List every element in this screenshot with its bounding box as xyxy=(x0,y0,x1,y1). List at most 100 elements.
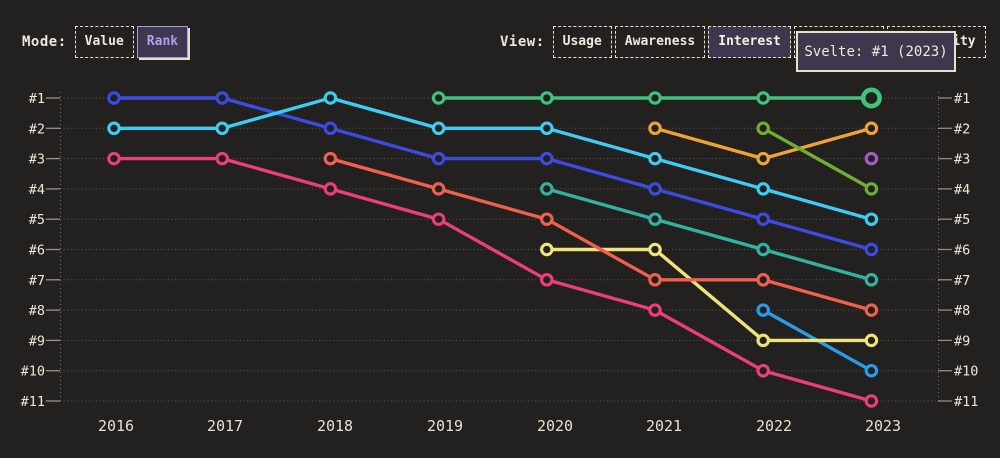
data-point-purple[interactable] xyxy=(864,151,879,166)
data-point-blue[interactable] xyxy=(648,182,662,196)
data-point-yellow[interactable] xyxy=(756,333,770,348)
data-point-pink[interactable] xyxy=(215,151,229,166)
mode-option-value[interactable]: Value xyxy=(74,26,134,58)
data-point-blue[interactable] xyxy=(540,151,554,166)
series-line-pink xyxy=(114,156,872,403)
data-point-svelte-green[interactable] xyxy=(756,91,770,105)
data-point-sky-blue[interactable] xyxy=(864,363,879,378)
data-point-cyan[interactable] xyxy=(323,91,338,105)
data-point-lime[interactable] xyxy=(756,121,770,136)
data-point-blue[interactable] xyxy=(756,212,770,226)
data-point-yellow[interactable] xyxy=(864,333,879,348)
view-option-interest[interactable]: Interest xyxy=(708,26,791,58)
data-point-orange[interactable] xyxy=(864,121,879,136)
x-tick-label: 2021 xyxy=(646,417,682,435)
x-tick-label: 2016 xyxy=(98,417,134,435)
rank-label-right: #5 xyxy=(954,212,970,228)
series-line-cyan xyxy=(114,96,872,221)
data-point-red[interactable] xyxy=(431,182,446,196)
data-point-orange[interactable] xyxy=(756,151,770,166)
data-point-teal[interactable] xyxy=(540,182,554,196)
data-point-pink[interactable] xyxy=(540,273,554,287)
chart-tooltip-text: Svelte: #1 (2023) xyxy=(804,43,948,60)
rank-label-right: #6 xyxy=(954,243,970,259)
rank-label-left: #5 xyxy=(29,212,45,228)
x-tick-label: 2023 xyxy=(865,417,901,435)
data-point-cyan[interactable] xyxy=(864,212,879,226)
x-tick-label: 2017 xyxy=(207,417,243,435)
data-point-pink[interactable] xyxy=(648,303,662,317)
rank-label-left: #8 xyxy=(29,303,45,319)
x-tick-label: 2019 xyxy=(427,417,463,435)
rank-label-left: #4 xyxy=(29,182,45,198)
data-point-svelte-green[interactable] xyxy=(540,91,554,105)
data-point-orange[interactable] xyxy=(648,121,662,136)
rank-label-left: #3 xyxy=(29,152,45,168)
data-point-teal[interactable] xyxy=(864,273,879,287)
rank-label-right: #1 xyxy=(954,91,970,107)
data-point-red[interactable] xyxy=(864,303,879,317)
data-point-lime[interactable] xyxy=(864,182,879,196)
series-line-lime xyxy=(762,126,873,191)
chart-tooltip: Svelte: #1 (2023) xyxy=(796,31,956,72)
data-point-blue[interactable] xyxy=(864,242,879,257)
data-point-blue[interactable] xyxy=(215,91,229,105)
data-point-red[interactable] xyxy=(648,273,662,287)
data-point-sky-blue[interactable] xyxy=(756,303,770,317)
mode-button-group: Value Rank xyxy=(74,26,189,58)
data-point-cyan[interactable] xyxy=(648,151,662,166)
view-option-usage[interactable]: Usage xyxy=(552,26,612,58)
data-point-red[interactable] xyxy=(540,212,554,226)
x-tick-label: 2020 xyxy=(537,417,573,435)
data-point-blue[interactable] xyxy=(323,121,338,136)
data-point-red[interactable] xyxy=(323,151,338,166)
data-point-cyan[interactable] xyxy=(107,121,121,136)
data-point-cyan[interactable] xyxy=(540,121,554,136)
rank-label-right: #3 xyxy=(954,152,970,168)
x-tick-label: 2022 xyxy=(756,417,792,435)
data-point-cyan[interactable] xyxy=(756,182,770,196)
rank-label-left: #9 xyxy=(29,333,45,349)
data-point-pink[interactable] xyxy=(323,182,338,196)
mode-toolbar: Mode: Value Rank xyxy=(22,26,189,58)
rank-label-left: #11 xyxy=(21,394,45,410)
data-point-teal[interactable] xyxy=(648,212,662,226)
data-point-svelte-green[interactable] xyxy=(648,91,662,105)
data-point-cyan[interactable] xyxy=(215,121,229,136)
data-point-cyan[interactable] xyxy=(431,121,446,136)
series-line-red xyxy=(329,156,872,312)
rank-label-left: #10 xyxy=(21,364,45,380)
rank-label-right: #10 xyxy=(954,364,978,380)
rank-label-right: #4 xyxy=(954,182,970,198)
rank-label-left: #2 xyxy=(29,121,45,137)
mode-option-rank[interactable]: Rank xyxy=(136,26,189,58)
data-point-pink[interactable] xyxy=(756,363,770,378)
data-point-pink[interactable] xyxy=(864,394,879,408)
x-tick-label: 2018 xyxy=(317,417,353,435)
rank-label-right: #2 xyxy=(954,121,970,137)
data-point-svelte-green[interactable] xyxy=(860,87,882,109)
data-point-blue[interactable] xyxy=(431,151,446,166)
data-point-yellow[interactable] xyxy=(648,242,662,257)
rank-label-left: #1 xyxy=(29,91,45,107)
data-point-pink[interactable] xyxy=(107,151,121,166)
data-point-red[interactable] xyxy=(756,273,770,287)
series-line-blue xyxy=(114,96,872,252)
view-option-awareness[interactable]: Awareness xyxy=(614,26,706,58)
data-point-teal[interactable] xyxy=(756,242,770,257)
data-point-yellow[interactable] xyxy=(540,242,554,257)
mode-label: Mode: xyxy=(22,34,67,50)
data-point-svelte-green[interactable] xyxy=(431,91,446,105)
view-label: View: xyxy=(500,34,545,50)
data-point-blue[interactable] xyxy=(107,91,121,105)
rank-label-right: #9 xyxy=(954,333,970,349)
rank-label-left: #7 xyxy=(29,273,45,289)
rank-label-left: #6 xyxy=(29,243,45,259)
rank-label-right: #7 xyxy=(954,273,970,289)
rank-label-right: #8 xyxy=(954,303,970,319)
series-line-teal xyxy=(546,187,872,282)
data-point-pink[interactable] xyxy=(431,212,446,226)
rank-label-right: #11 xyxy=(954,394,978,410)
